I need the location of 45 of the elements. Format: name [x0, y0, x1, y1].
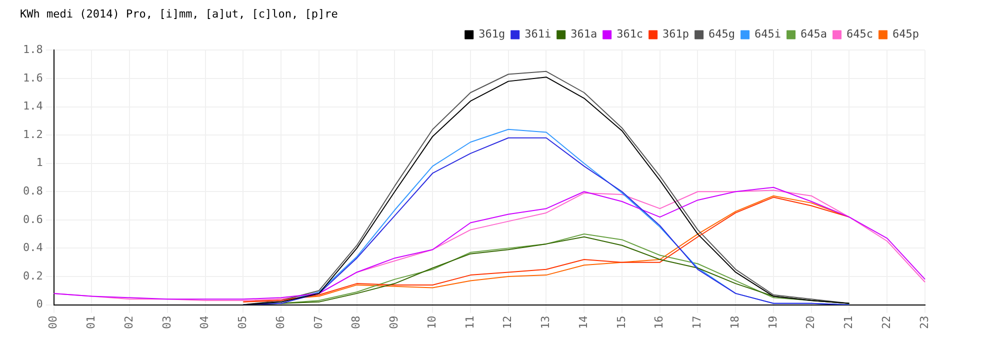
x-tick-label: 19	[766, 316, 780, 330]
x-tick-label: 21	[842, 316, 856, 330]
x-tick-label: 20	[804, 316, 818, 330]
y-tick-label: 0	[36, 298, 43, 311]
y-tick-label: 0.6	[22, 212, 43, 226]
x-tick-label: 02	[122, 316, 136, 330]
legend-label: 645p	[892, 28, 920, 41]
legend-label: 361i	[524, 28, 552, 41]
y-tick-label: 0.2	[22, 269, 43, 282]
legend-label: 645g	[708, 28, 736, 41]
x-tick-label: 16	[652, 316, 666, 330]
x-tick-label: 09	[388, 316, 401, 330]
legend-label: 361a	[570, 28, 598, 41]
y-tick-label: 1.8	[22, 43, 43, 56]
x-tick-label: 10	[425, 316, 438, 330]
x-tick-label: 06	[274, 316, 287, 330]
x-tick-label: 04	[198, 315, 212, 330]
x-tick-label: 22	[880, 316, 893, 330]
x-tick-label: 14	[576, 315, 590, 330]
x-tick-label: 00	[46, 316, 60, 330]
y-tick-label: 1	[36, 156, 43, 170]
chart-title: KWh medi (2014) Pro, [i]mm, [a]ut, [c]lon, [p]re	[20, 7, 338, 20]
y-tick-label: 0.8	[22, 184, 43, 198]
x-tick-label: 11	[463, 316, 476, 330]
legend-label: 361g	[478, 28, 506, 41]
x-tick-label: 03	[160, 316, 174, 330]
legend-label: 645a	[800, 28, 828, 41]
y-tick-label: 1.2	[22, 128, 43, 141]
x-tick-label: 08	[350, 316, 363, 330]
x-tick-label: 18	[728, 316, 742, 330]
x-tick-label: 12	[501, 316, 514, 330]
legend-label: 645c	[846, 28, 874, 41]
x-tick-label: 05	[236, 316, 250, 330]
y-tick-label: 0.4	[22, 241, 44, 254]
y-tick-label: 1.6	[22, 71, 43, 84]
y-tick-label: 1.4	[22, 100, 44, 113]
legend-label: 361c	[616, 28, 644, 41]
x-tick-label: 01	[84, 316, 98, 330]
x-tick-label: 07	[312, 316, 325, 330]
x-tick-label: 17	[690, 316, 704, 330]
x-tick-label: 23	[918, 316, 931, 330]
legend-label: 361p	[662, 28, 690, 41]
legend-label: 645i	[754, 28, 782, 41]
x-tick-label: 13	[539, 316, 552, 330]
x-tick-label: 15	[614, 316, 628, 330]
